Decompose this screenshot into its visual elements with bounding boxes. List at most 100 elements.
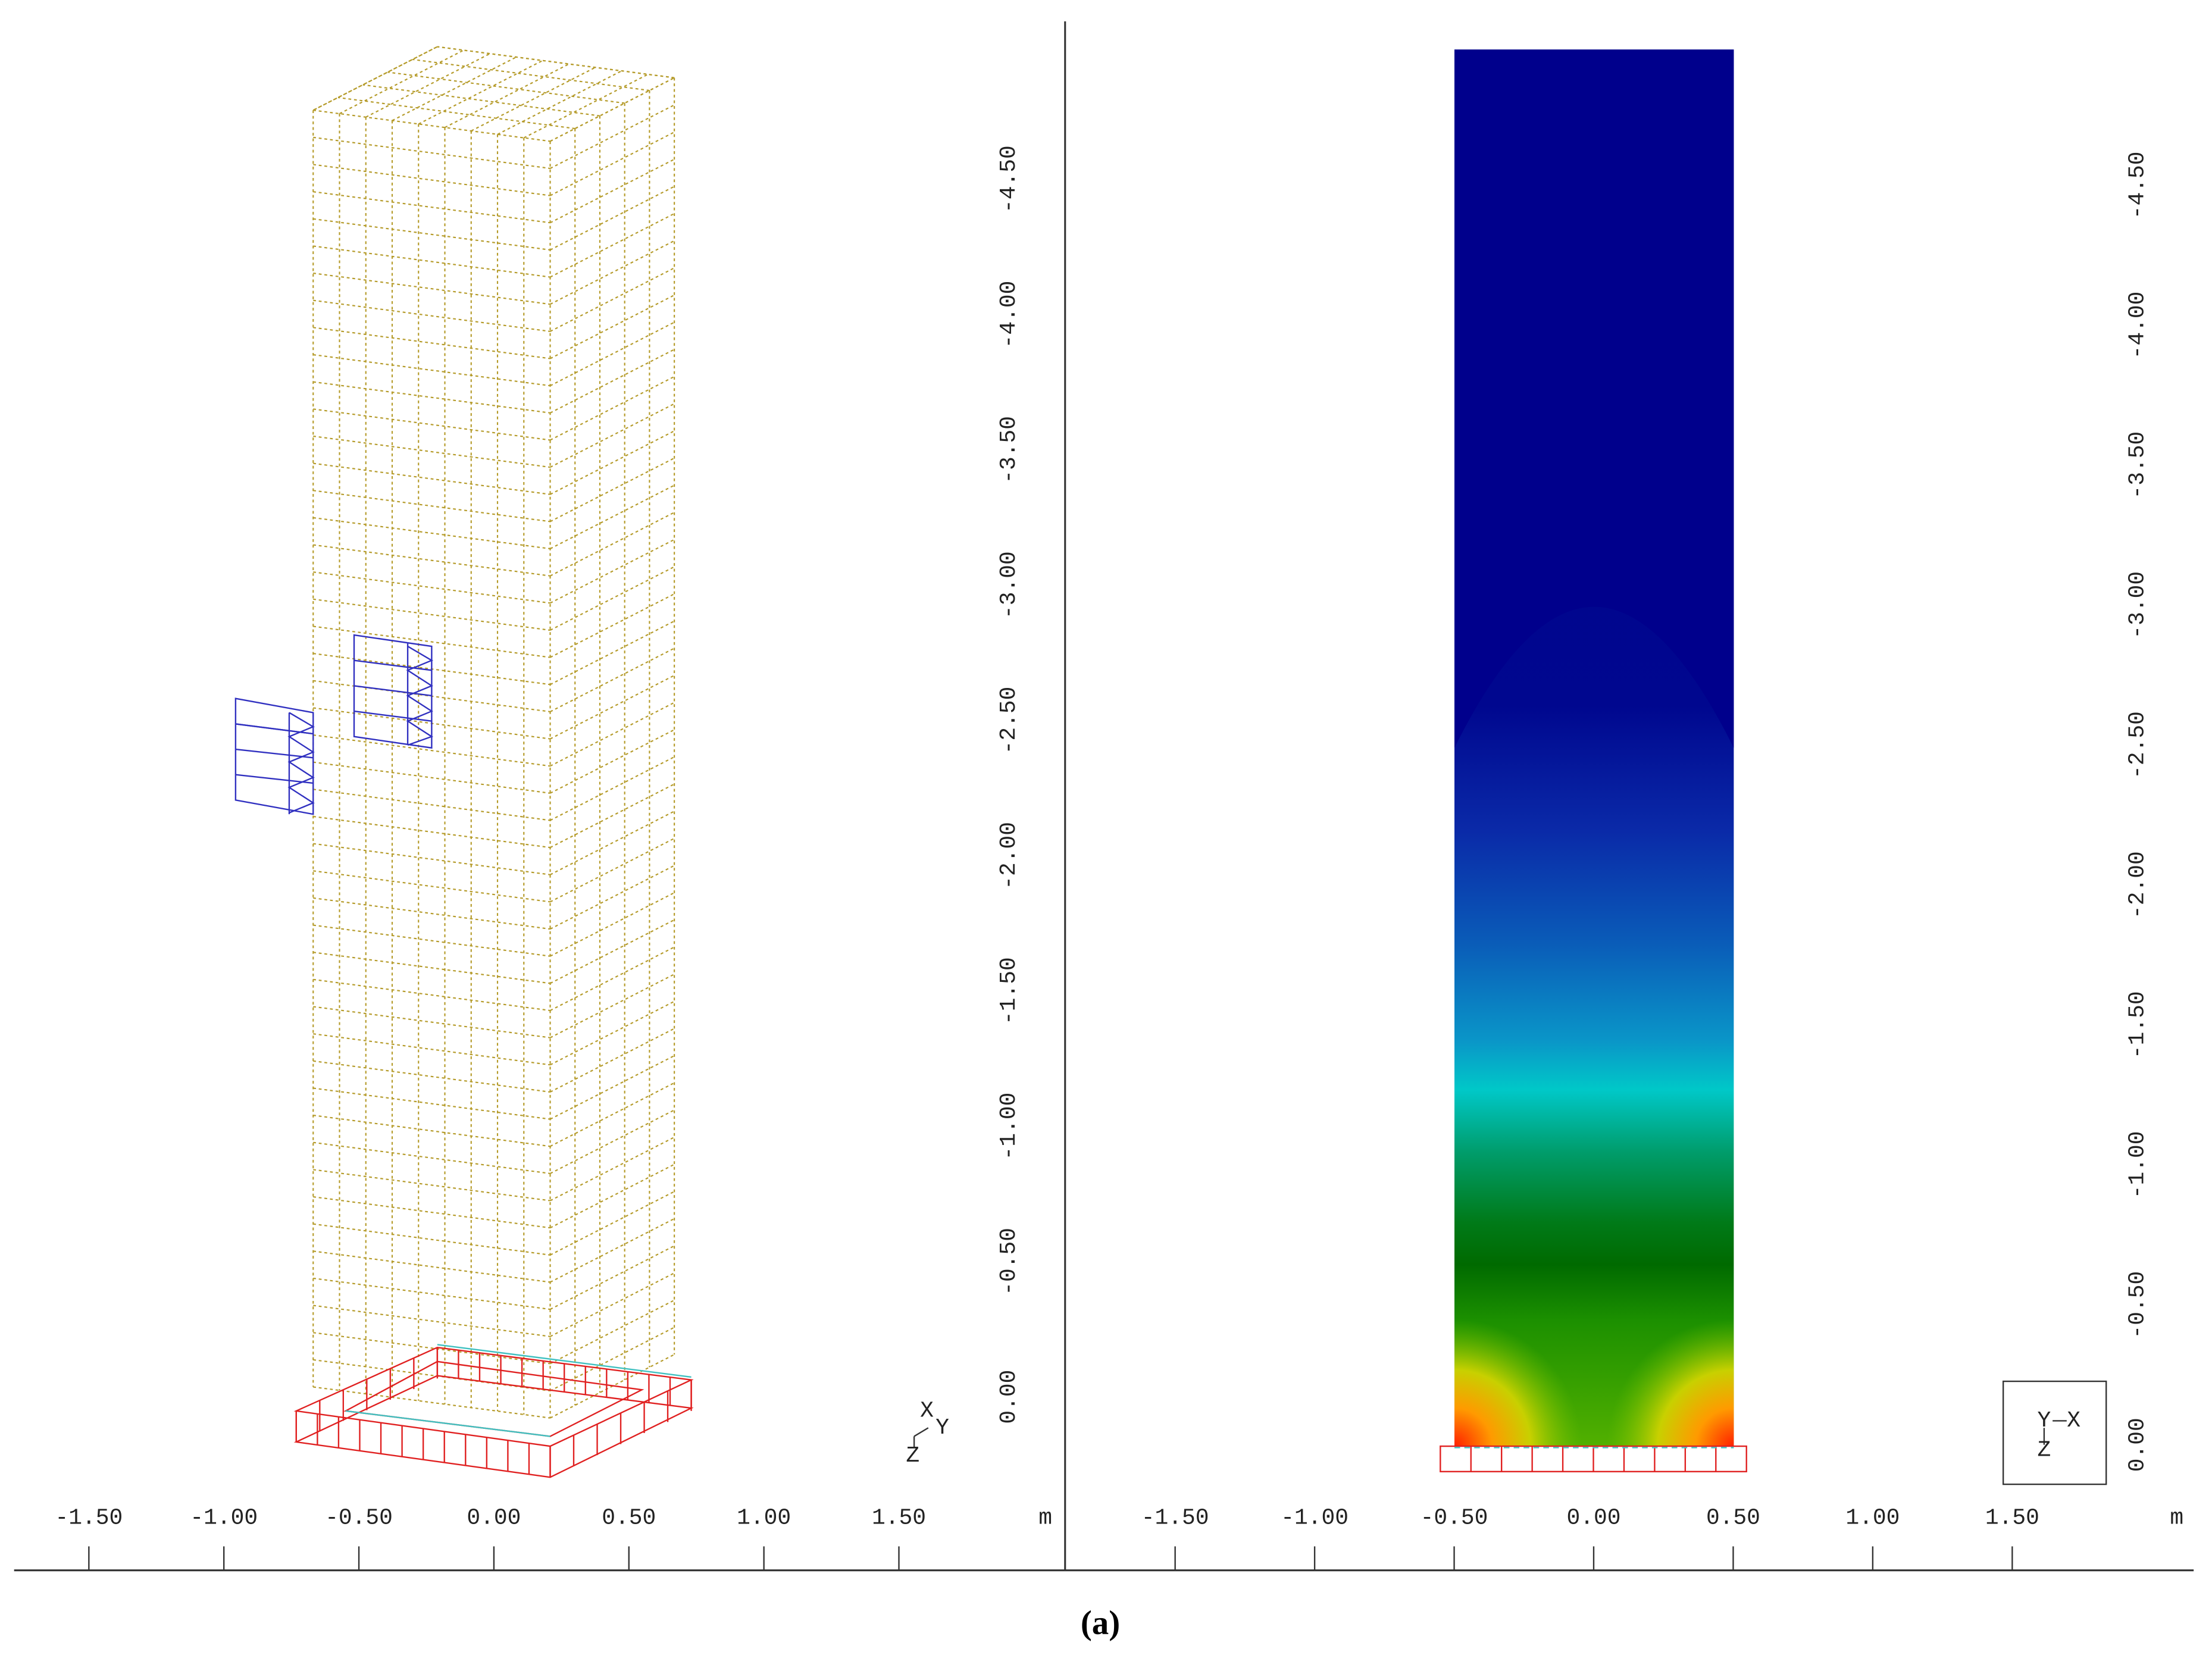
mesh-line — [313, 924, 550, 957]
mesh-line — [550, 376, 675, 441]
mesh-line — [392, 56, 517, 121]
mesh-line — [550, 865, 675, 930]
mesh-line — [313, 544, 550, 577]
x-tick-label: 1.50 — [1985, 1505, 2039, 1531]
mesh-line — [313, 897, 550, 930]
load-right — [353, 634, 434, 749]
tie-line — [345, 1410, 550, 1437]
mesh-line — [550, 212, 675, 278]
y-tick-label: -4.50 — [996, 145, 1022, 213]
column-wireframe — [312, 46, 675, 1419]
mesh-line — [550, 1245, 675, 1310]
mesh-line — [313, 815, 550, 849]
mesh-line — [313, 462, 550, 495]
mesh-line — [550, 1218, 675, 1283]
mesh-line — [313, 1169, 550, 1202]
contour-top — [1454, 49, 1734, 748]
mesh-line — [550, 783, 675, 849]
mesh-line — [313, 1223, 550, 1256]
mesh-line — [550, 729, 675, 794]
mesh-line — [313, 571, 550, 604]
mesh-line — [550, 946, 675, 1011]
mesh-line — [550, 186, 675, 251]
x-tick-label: 0.00 — [467, 1505, 521, 1531]
mesh-line — [550, 403, 675, 468]
mesh-line — [550, 702, 675, 767]
y-tick-label: -2.50 — [996, 687, 1022, 755]
mesh-line — [550, 811, 675, 875]
y-tick-label: -4.00 — [2125, 292, 2150, 359]
mesh-line — [550, 1028, 675, 1093]
mesh-line — [550, 294, 675, 359]
mesh-line — [550, 539, 675, 604]
x-tick-label: 1.50 — [872, 1505, 926, 1531]
mesh-line — [312, 46, 438, 111]
y-tick-label: 0.00 — [2125, 1418, 2150, 1472]
x-tick-label: -1.00 — [1281, 1505, 1349, 1531]
mesh-line — [550, 457, 675, 523]
mesh-line — [337, 96, 575, 130]
mesh-line — [550, 1299, 675, 1365]
hot-zone — [1454, 1319, 1582, 1447]
y-tick-label: -3.00 — [996, 551, 1022, 619]
mesh-line — [313, 1115, 550, 1147]
mesh-line — [550, 349, 675, 414]
mesh-line — [550, 1272, 675, 1337]
x-unit: m — [2170, 1505, 2183, 1531]
mesh-line — [313, 978, 550, 1012]
x-tick-label: 0.00 — [1566, 1505, 1620, 1531]
mesh-line — [313, 1304, 550, 1337]
mesh-line — [550, 647, 675, 712]
triad-label: Z — [906, 1443, 919, 1469]
mesh-line — [313, 1087, 550, 1120]
mesh-line — [313, 598, 550, 631]
mesh-line — [313, 164, 550, 196]
load-left — [234, 697, 315, 815]
mesh-line — [313, 110, 550, 142]
mesh-line — [550, 240, 675, 305]
mesh-line — [550, 837, 675, 903]
mesh-line — [550, 674, 675, 740]
mesh-line — [313, 1332, 550, 1365]
mesh-line — [550, 1000, 675, 1066]
x-tick-label: 1.00 — [737, 1505, 791, 1531]
y-tick-label: -2.00 — [2125, 851, 2150, 919]
mesh-line — [313, 354, 550, 387]
mesh-line — [550, 267, 675, 332]
triad-box — [2002, 1380, 2107, 1485]
mesh-line — [550, 1327, 675, 1392]
mesh-line — [550, 158, 675, 224]
y-tick-label: -3.50 — [996, 416, 1022, 484]
mesh-line — [313, 1141, 550, 1174]
mesh-line — [313, 299, 550, 332]
mesh-line — [313, 1277, 550, 1310]
y-tick-label: -4.00 — [996, 281, 1022, 349]
mesh-line — [550, 430, 675, 495]
mesh-line — [313, 1060, 550, 1093]
y-tick-label: -2.00 — [996, 822, 1022, 890]
mesh-line — [313, 870, 550, 903]
mesh-line — [550, 620, 675, 686]
triad-arm — [913, 1427, 929, 1437]
mesh-line — [550, 566, 675, 631]
mesh-line — [313, 843, 550, 875]
mesh-line — [313, 136, 550, 170]
hot-zone — [1607, 1319, 1734, 1447]
mesh-line — [313, 327, 550, 359]
triad-label: Y — [2038, 1408, 2051, 1434]
mesh-line — [313, 245, 550, 278]
x-unit: m — [1038, 1505, 1052, 1531]
caption: (a) — [1081, 1604, 1120, 1641]
triad-label: X — [2067, 1408, 2080, 1434]
mesh-line — [313, 273, 550, 305]
mesh-line — [550, 77, 675, 142]
mesh-line — [313, 218, 550, 251]
mesh-line — [471, 67, 596, 132]
mesh-line — [362, 84, 600, 117]
footing-edge — [293, 1375, 694, 1478]
y-tick-label: -1.00 — [996, 1093, 1022, 1160]
mesh-line — [313, 435, 550, 468]
mesh-line — [550, 512, 675, 577]
